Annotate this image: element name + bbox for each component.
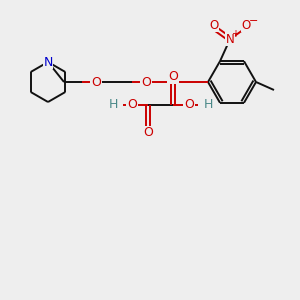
- Text: H: H: [108, 98, 118, 112]
- Text: O: O: [143, 127, 153, 140]
- Text: H: H: [203, 98, 213, 112]
- Text: N: N: [226, 33, 234, 46]
- Text: N: N: [43, 56, 53, 68]
- Text: O: O: [242, 19, 250, 32]
- Text: +: +: [231, 29, 239, 39]
- Text: O: O: [127, 98, 137, 112]
- Text: O: O: [209, 19, 219, 32]
- Text: O: O: [91, 76, 101, 88]
- Text: O: O: [168, 70, 178, 83]
- Text: O: O: [141, 76, 151, 88]
- Text: −: −: [249, 16, 259, 26]
- Text: O: O: [184, 98, 194, 112]
